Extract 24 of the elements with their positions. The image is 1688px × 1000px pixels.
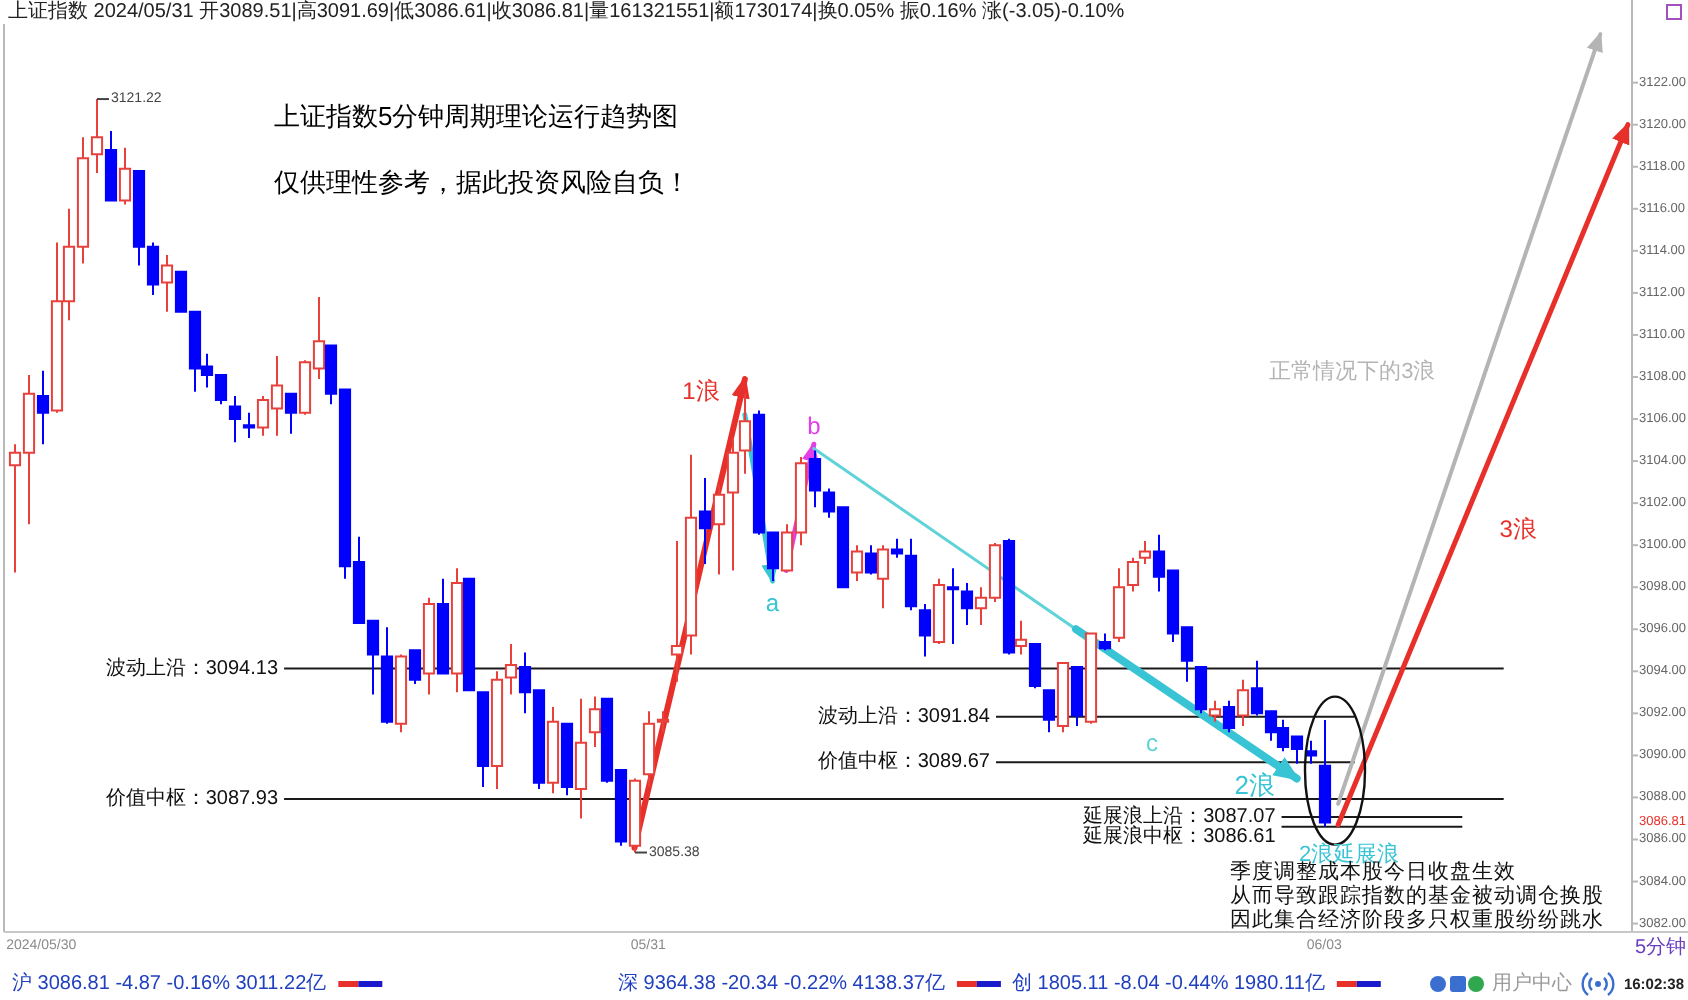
annotation: 季度调整成本股今日收盘生效 (1230, 858, 1516, 884)
text: 用户中心 (1492, 971, 1572, 995)
text: 仅供理性参考，据此投资风险自负！ (274, 167, 690, 197)
text: 上证指数 2024/05/31 开3089.51|高3091.69|低3086.61|收3086.81|量161321551|额1730174|换0.05% 振0.16% 涨(-3.05)-0.10% (8, 0, 1125, 23)
ref-line-label: 波动上沿：3091.84 (817, 703, 991, 728)
text: 5分钟 (1634, 935, 1686, 959)
series-label: 2浪 (1234, 769, 1275, 800)
text: 上证指数5分钟周期理论运行趋势图 (274, 101, 679, 131)
text: 深 9364.38 -20.34 -0.22% 4138.37亿 (618, 971, 945, 995)
annotation: 因此集合经济阶段多只权重股纷纷跳水 (1230, 906, 1604, 932)
ref-line-label: 延展浪上沿：3087.07 (1081, 804, 1277, 828)
series-label: a (765, 588, 780, 617)
ref-line-label: 价值中枢：3089.67 (815, 749, 991, 774)
ref-line-label: 延展浪中枢：3086.61 (1081, 823, 1277, 848)
text: 沪 3086.81 -4.87 -0.16% 3011.22亿 (12, 971, 327, 995)
series-label: 3浪 (1499, 514, 1537, 543)
ref-line-label: 波动上沿：3094.13 (105, 655, 279, 680)
text: c (1146, 729, 1158, 758)
series-label: 1浪 (682, 377, 720, 406)
series-label: b (807, 412, 822, 441)
series-label: 正常情况下的3浪 (1269, 358, 1436, 385)
ref-line-label: 价值中枢：3087.93 (103, 785, 279, 810)
annotation: 从而导致跟踪指数的基金被动调仓换股 (1230, 882, 1604, 908)
text: 创 1805.11 -8.04 -0.44% 1980.11亿 (1012, 971, 1325, 995)
